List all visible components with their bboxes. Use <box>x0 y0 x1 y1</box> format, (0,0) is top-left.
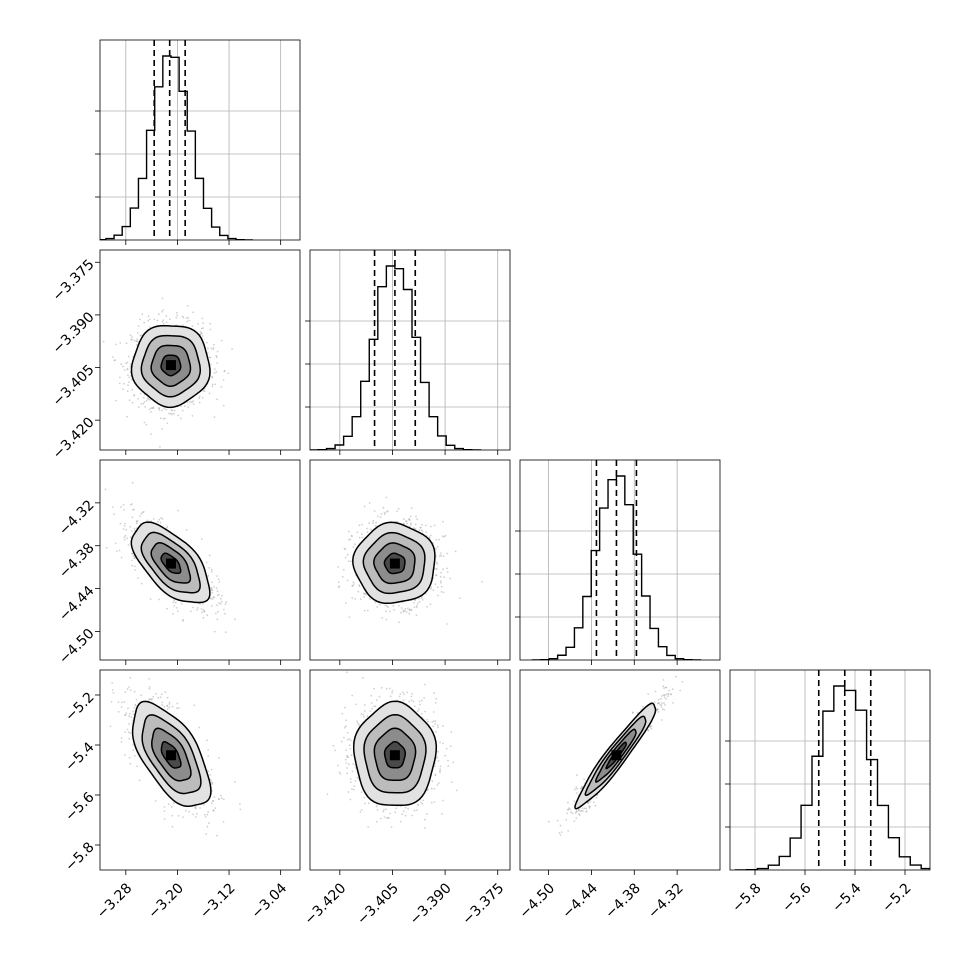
y-tick-label: −4.32 <box>56 497 98 539</box>
panel-2-0: −4.50−4.44−4.38−4.32 <box>56 459 301 668</box>
panel-frame <box>99 669 301 871</box>
histogram-1 <box>310 265 482 450</box>
x-tick-label: −4.32 <box>645 880 687 922</box>
panel-frame <box>519 459 721 661</box>
y-tick-label: −5.8 <box>62 839 97 874</box>
y-tick-label: −4.44 <box>56 583 98 625</box>
x-tick-label: −3.375 <box>459 880 507 928</box>
panel-1-1 <box>305 249 511 455</box>
y-tick-label: −5.4 <box>62 739 97 774</box>
y-tick-label: −4.38 <box>56 540 98 582</box>
panel-3-3: −5.8 −5.6 −5.4 −5.2 <box>725 669 931 916</box>
panel-3-0: −3.28 −3.20 −3.12 −3.04 −5.8 −5.6 −5.4 −5.2 <box>62 669 301 922</box>
x-tick-label: −4.38 <box>602 880 644 922</box>
density-peak <box>165 558 176 569</box>
y-tick-label: −3.420 <box>50 415 98 463</box>
x-tick-label: −3.20 <box>145 880 187 922</box>
y-tick-label: −3.375 <box>50 257 98 305</box>
x-tick-label: −4.50 <box>517 880 559 922</box>
panel-frame <box>519 669 721 871</box>
y-tick-label: −3.405 <box>50 362 98 410</box>
x-tick-label: −5.8 <box>729 880 764 915</box>
density-peak <box>611 750 622 761</box>
panel-3-2: −4.50 −4.44 −4.38 −4.32 <box>517 669 721 922</box>
panel-2-1 <box>309 459 511 665</box>
x-tick-label: −3.420 <box>301 880 349 928</box>
panel-frame <box>309 249 511 451</box>
x-tick-label: −5.4 <box>829 880 864 915</box>
density-peak <box>165 360 176 371</box>
y-tick-label: −3.390 <box>50 309 98 357</box>
panel-frame <box>99 459 301 661</box>
panel-frame <box>99 249 301 451</box>
panel-0-0 <box>95 39 301 245</box>
y-tick-label: −4.50 <box>56 626 98 668</box>
x-tick-label: −3.04 <box>249 880 291 922</box>
x-tick-label: −3.390 <box>407 880 455 928</box>
y-tick-label: −5.2 <box>62 689 97 724</box>
panel-2-2 <box>515 459 721 665</box>
density-peak <box>165 750 176 761</box>
panel-frame <box>309 669 511 871</box>
y-tick-label: −5.6 <box>62 789 97 824</box>
x-tick-label: −5.6 <box>779 880 814 915</box>
panel-1-0: −3.420 −3.405 −3.390−3.375 <box>50 249 301 463</box>
x-tick-label: −5.2 <box>879 880 914 915</box>
panel-frame <box>99 39 301 241</box>
x-tick-label: −3.12 <box>197 880 239 922</box>
x-tick-label: −3.28 <box>94 880 136 922</box>
density-peak <box>389 558 400 569</box>
density-peak <box>389 750 400 761</box>
histogram-0 <box>100 55 253 240</box>
panel-frame <box>309 459 511 661</box>
x-tick-label: −3.405 <box>354 880 402 928</box>
histogram-2 <box>531 475 702 660</box>
panel-3-1: −3.420 −3.405 −3.390 −3.375 <box>301 669 511 928</box>
panel-frame <box>729 669 931 871</box>
x-tick-label: −4.44 <box>559 880 601 922</box>
histogram-3 <box>734 685 930 870</box>
